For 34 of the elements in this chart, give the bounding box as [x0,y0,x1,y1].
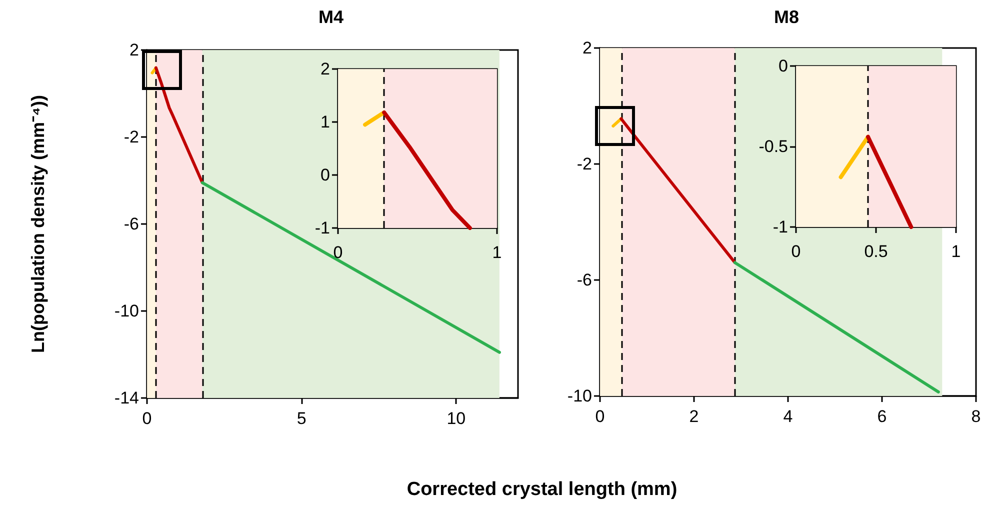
y-tick-label: -2 [576,154,592,174]
chart-title: M4 [318,7,344,27]
y-axis-title: Ln(population density (mm⁻⁴)) [28,95,48,353]
x-tick-label: 4 [783,407,793,426]
y-tick-label: -14 [114,388,139,408]
x-tick-label: 6 [877,407,887,426]
y-tick-label: -1 [772,218,788,236]
y-tick-label: -6 [576,270,592,290]
x-tick-label: 2 [689,407,699,426]
y-tick-label: -1 [314,218,330,238]
x-tick-label: 8 [971,407,981,426]
y-tick-label: 0 [320,166,330,184]
y-tick-label: -10 [567,386,592,406]
x-tick-label: 0 [142,409,152,428]
y-tick-label: -10 [114,302,139,320]
y-tick-label: -0.5 [758,137,788,156]
x-tick-label: 1 [492,243,502,262]
y-tick-label: 2 [320,60,330,78]
y-tick-label: 0 [778,56,788,76]
x-tick-label: 10 [446,409,466,428]
y-tick-label: -2 [124,128,139,146]
y-tick-label: 1 [320,112,330,132]
x-tick-label: 0.5 [864,242,888,261]
x-tick-label: 0 [595,407,605,426]
line-series [382,110,472,230]
x-tick-label: 5 [296,409,306,428]
chart-title: M8 [774,7,800,27]
x-tick-label: 0 [333,243,343,262]
y-tick-label: 2 [130,40,139,60]
y-tick-label: -6 [124,214,139,234]
x-tick-label: 0 [791,242,801,261]
y-tick-label: 2 [582,38,592,58]
x-tick-label: 1 [951,242,961,261]
x-axis-title: Corrected crystal length (mm) [406,479,678,500]
